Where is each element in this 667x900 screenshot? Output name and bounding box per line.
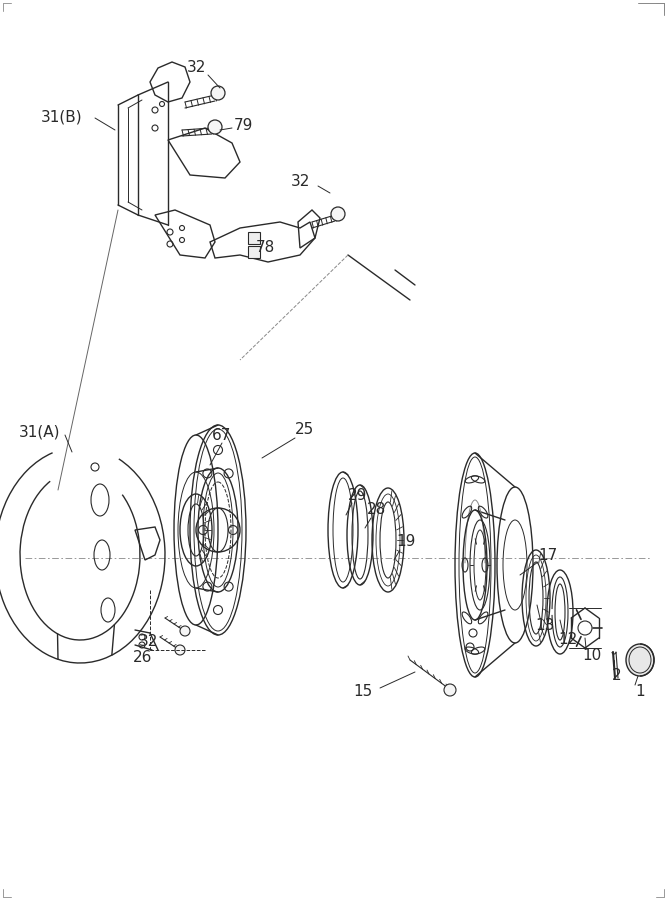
Text: 25: 25 xyxy=(295,422,315,437)
Text: 15: 15 xyxy=(354,685,373,699)
Text: 19: 19 xyxy=(396,535,416,550)
Circle shape xyxy=(175,645,185,655)
Text: 32: 32 xyxy=(138,634,157,649)
Text: 13: 13 xyxy=(536,617,555,633)
Polygon shape xyxy=(248,232,260,244)
Text: 2: 2 xyxy=(612,669,622,683)
Text: 78: 78 xyxy=(255,240,275,256)
Polygon shape xyxy=(248,246,260,258)
Text: 28: 28 xyxy=(368,502,387,518)
Text: 32: 32 xyxy=(187,59,207,75)
Text: 31(A): 31(A) xyxy=(19,425,61,439)
Text: 10: 10 xyxy=(582,647,602,662)
Text: 12: 12 xyxy=(558,633,578,647)
Text: 31(B): 31(B) xyxy=(41,110,83,124)
Text: 29: 29 xyxy=(348,488,368,502)
Circle shape xyxy=(444,684,456,696)
Text: 79: 79 xyxy=(233,118,253,132)
Ellipse shape xyxy=(626,644,654,676)
Circle shape xyxy=(211,86,225,100)
Text: 17: 17 xyxy=(538,547,558,562)
Circle shape xyxy=(180,626,190,636)
Text: 32: 32 xyxy=(290,175,309,190)
Circle shape xyxy=(331,207,345,221)
Circle shape xyxy=(208,120,222,134)
Text: 26: 26 xyxy=(133,651,153,665)
Text: 1: 1 xyxy=(635,685,645,699)
Text: 67: 67 xyxy=(212,428,231,443)
